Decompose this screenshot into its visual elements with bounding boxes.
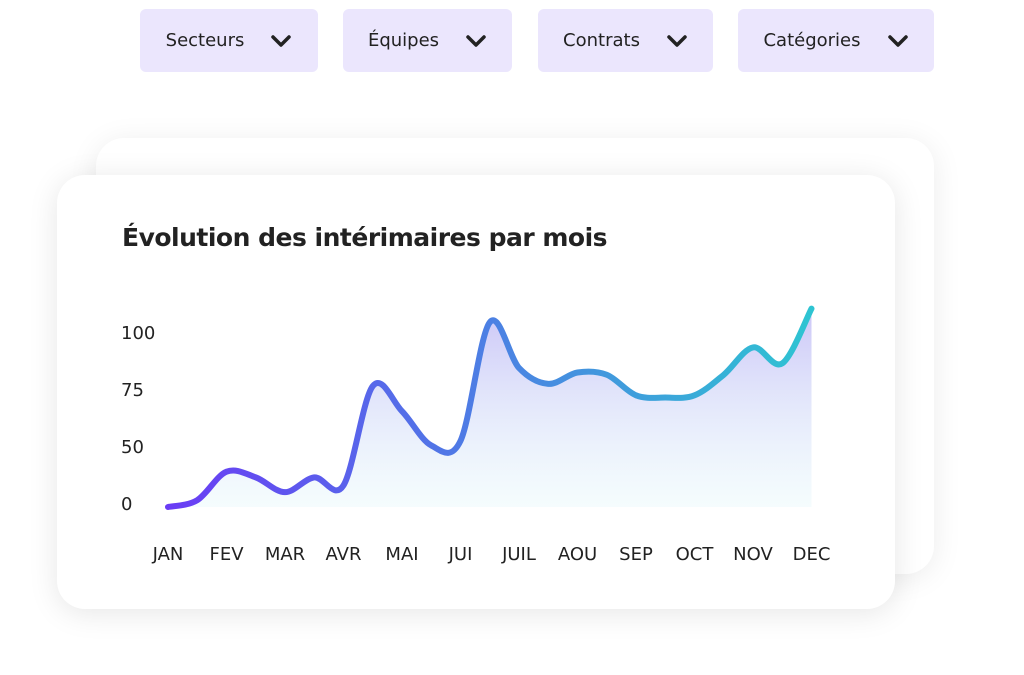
x-tick-label: JUIL: [501, 544, 536, 565]
x-tick-label: MAI: [385, 544, 418, 565]
x-tick-label: JAN: [152, 544, 184, 565]
x-tick-label: JUI: [448, 544, 473, 565]
filter-label: Secteurs: [165, 30, 245, 51]
filter-label: Catégories: [763, 30, 861, 51]
x-tick-label: AVR: [326, 544, 362, 565]
chart-card: Évolution des intérimaires par mois 0 50 7…: [57, 175, 895, 609]
x-tick-label: SEP: [619, 544, 653, 565]
x-tick-label: NOV: [733, 544, 773, 565]
y-tick-label: 0: [121, 494, 132, 515]
chart: 0 50 75 100 JAN FEV MAR AVR MAI JUI JUIL AOU SEP OCT N…: [121, 305, 831, 565]
chevron-icon: [887, 34, 908, 47]
y-tick-label: 100: [121, 323, 155, 344]
x-tick-label: OCT: [676, 544, 715, 565]
chevron-icon: [466, 34, 486, 47]
chart-title: Évolution des intérimaires par mois: [122, 223, 608, 252]
x-tick-label: DEC: [793, 544, 831, 565]
chevron-icon: [271, 34, 292, 47]
filter-dropdown[interactable]: Contrats: [538, 9, 713, 72]
x-tick-label: MAR: [265, 544, 305, 565]
x-tick-label: FEV: [209, 544, 244, 565]
filter-dropdown[interactable]: Catégories: [738, 9, 934, 72]
chevron-icon: [667, 34, 687, 47]
x-tick-label: AOU: [558, 544, 597, 565]
line: [165, 305, 815, 510]
y-tick-label: 75: [121, 380, 144, 401]
y-tick-label: 50: [121, 437, 144, 458]
filter-label: Contrats: [563, 30, 640, 51]
filter-label: Équipes: [367, 30, 440, 51]
filter-dropdown[interactable]: Équipes: [343, 9, 512, 72]
filter-dropdown[interactable]: Secteurs: [140, 9, 318, 72]
area: [168, 308, 812, 507]
